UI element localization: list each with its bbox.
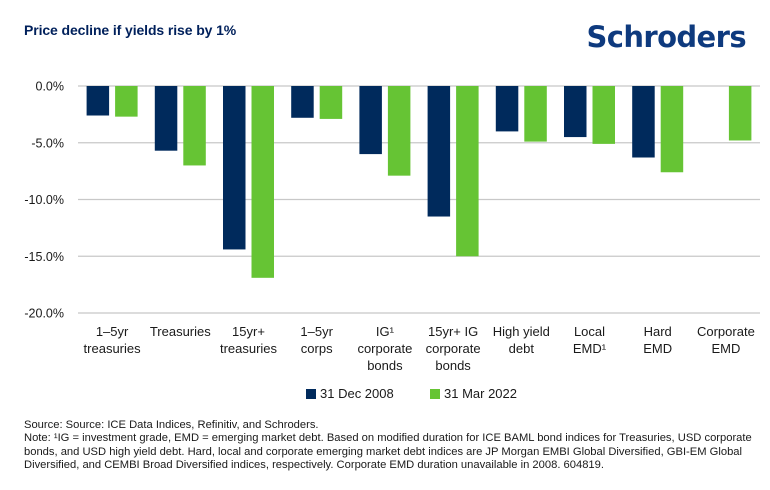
x-tick-label: 15yr+ treasuries	[220, 324, 278, 356]
x-tick-label: 1–5yr corps	[300, 324, 333, 356]
x-tick-label: Hard EMD	[643, 324, 672, 356]
bar-2022	[660, 86, 684, 173]
bar-2022	[728, 86, 752, 141]
bar-2022	[183, 86, 206, 166]
chart-title: Price decline if yields rise by 1%	[24, 22, 237, 38]
bar-2008	[359, 86, 382, 155]
bar-2008	[427, 86, 451, 217]
bar-2022	[251, 86, 274, 278]
x-tick-label: 1–5yr treasuries	[84, 324, 142, 356]
legend-label-2008: 31 Dec 2008	[320, 386, 394, 401]
schroders-logo: Schroders	[586, 20, 746, 54]
x-tick-label: High yield debt	[493, 324, 550, 356]
bar-2022	[524, 86, 547, 142]
note-text: Note: ¹IG = investment grade, EMD = emer…	[24, 432, 752, 472]
bar-2022	[387, 86, 411, 176]
y-tick-label: 0.0%	[36, 80, 65, 94]
bar-2022	[456, 86, 479, 257]
bar-2008	[223, 86, 246, 250]
bar-2008	[632, 86, 655, 158]
x-tick-label: Treasuries	[150, 324, 211, 339]
source-text: Source: Source: ICE Data Indices, Refini…	[24, 419, 319, 431]
bar-2022	[115, 86, 138, 117]
x-tick-label: IG¹ corporate bonds	[357, 324, 412, 373]
bar-2008	[564, 86, 587, 138]
y-tick-label: -20.0%	[24, 307, 64, 321]
legend-item-2022: 31 Mar 2022	[430, 386, 517, 401]
bar-2008	[495, 86, 519, 132]
legend-swatch-2022	[430, 388, 440, 399]
x-tick-label: Corporate EMD	[697, 324, 755, 356]
x-tick-label: 15yr+ IG corporate bonds	[426, 324, 481, 373]
bar-2022	[592, 86, 615, 144]
y-tick-label: -10.0%	[24, 193, 64, 207]
legend-item-2008: 31 Dec 2008	[306, 386, 394, 401]
legend-label-2022: 31 Mar 2022	[444, 386, 517, 401]
y-tick-label: -15.0%	[24, 250, 64, 264]
bar-2022	[319, 86, 343, 119]
footer-notes: Source: Source: ICE Data Indices, Refini…	[24, 419, 754, 473]
legend-swatch-2008	[306, 388, 316, 399]
bar-2008	[154, 86, 178, 151]
bar-2008	[86, 86, 110, 116]
x-tick-label: Local EMD¹	[573, 324, 607, 356]
bar-2008	[291, 86, 314, 118]
bar-chart: 0.0% -5.0% -10.0% -15.0% -20.0% 1–5yr treasuri…	[24, 80, 760, 373]
y-tick-label: -5.0%	[31, 136, 64, 150]
